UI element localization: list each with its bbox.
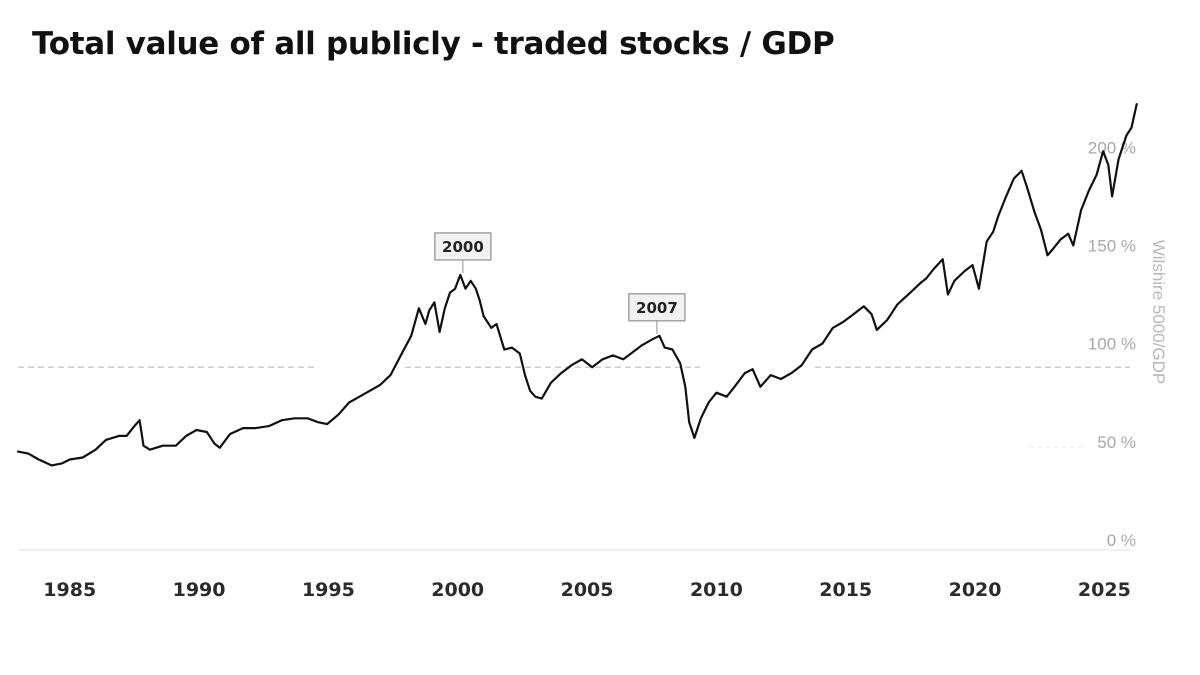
y-tick-label: 150 % bbox=[1088, 236, 1136, 255]
y-tick-label: 100 % bbox=[1088, 335, 1136, 354]
x-axis-ticks: 1985 1990 1995 2000 2005 2010 2015 2020 2025 bbox=[43, 579, 1131, 601]
x-tick-label: 2015 bbox=[819, 579, 872, 601]
x-tick-label: 1985 bbox=[43, 579, 96, 601]
x-tick-label: 2005 bbox=[561, 579, 614, 601]
y-axis-ticks: 0 % 50 % 100 % 150 % 200 % bbox=[1088, 138, 1136, 550]
y-tick-label: 50 % bbox=[1097, 433, 1136, 452]
series-line bbox=[16, 103, 1138, 467]
y-axis-label: Wilshire 5000/GDP bbox=[1149, 240, 1168, 385]
x-tick-label: 2000 bbox=[431, 579, 484, 601]
annotation-box bbox=[628, 293, 686, 322]
y-tick-label: 200 % bbox=[1088, 138, 1136, 157]
reference-lines bbox=[18, 366, 1130, 449]
annotations: 2000 2007 bbox=[434, 232, 686, 334]
annotation-label: 2007 bbox=[636, 299, 678, 317]
y-tick-label: 0 % bbox=[1107, 531, 1136, 550]
x-tick-label: 2020 bbox=[949, 579, 1002, 601]
x-tick-label: 2025 bbox=[1078, 579, 1131, 601]
chart-title: Total value of all publicly - traded sto… bbox=[32, 26, 835, 62]
x-tick-label: 2010 bbox=[690, 579, 743, 601]
x-tick-label: 1995 bbox=[302, 579, 355, 601]
annotation-label: 2000 bbox=[442, 238, 484, 256]
x-tick-label: 1990 bbox=[173, 579, 226, 601]
annotation-box bbox=[434, 232, 492, 261]
